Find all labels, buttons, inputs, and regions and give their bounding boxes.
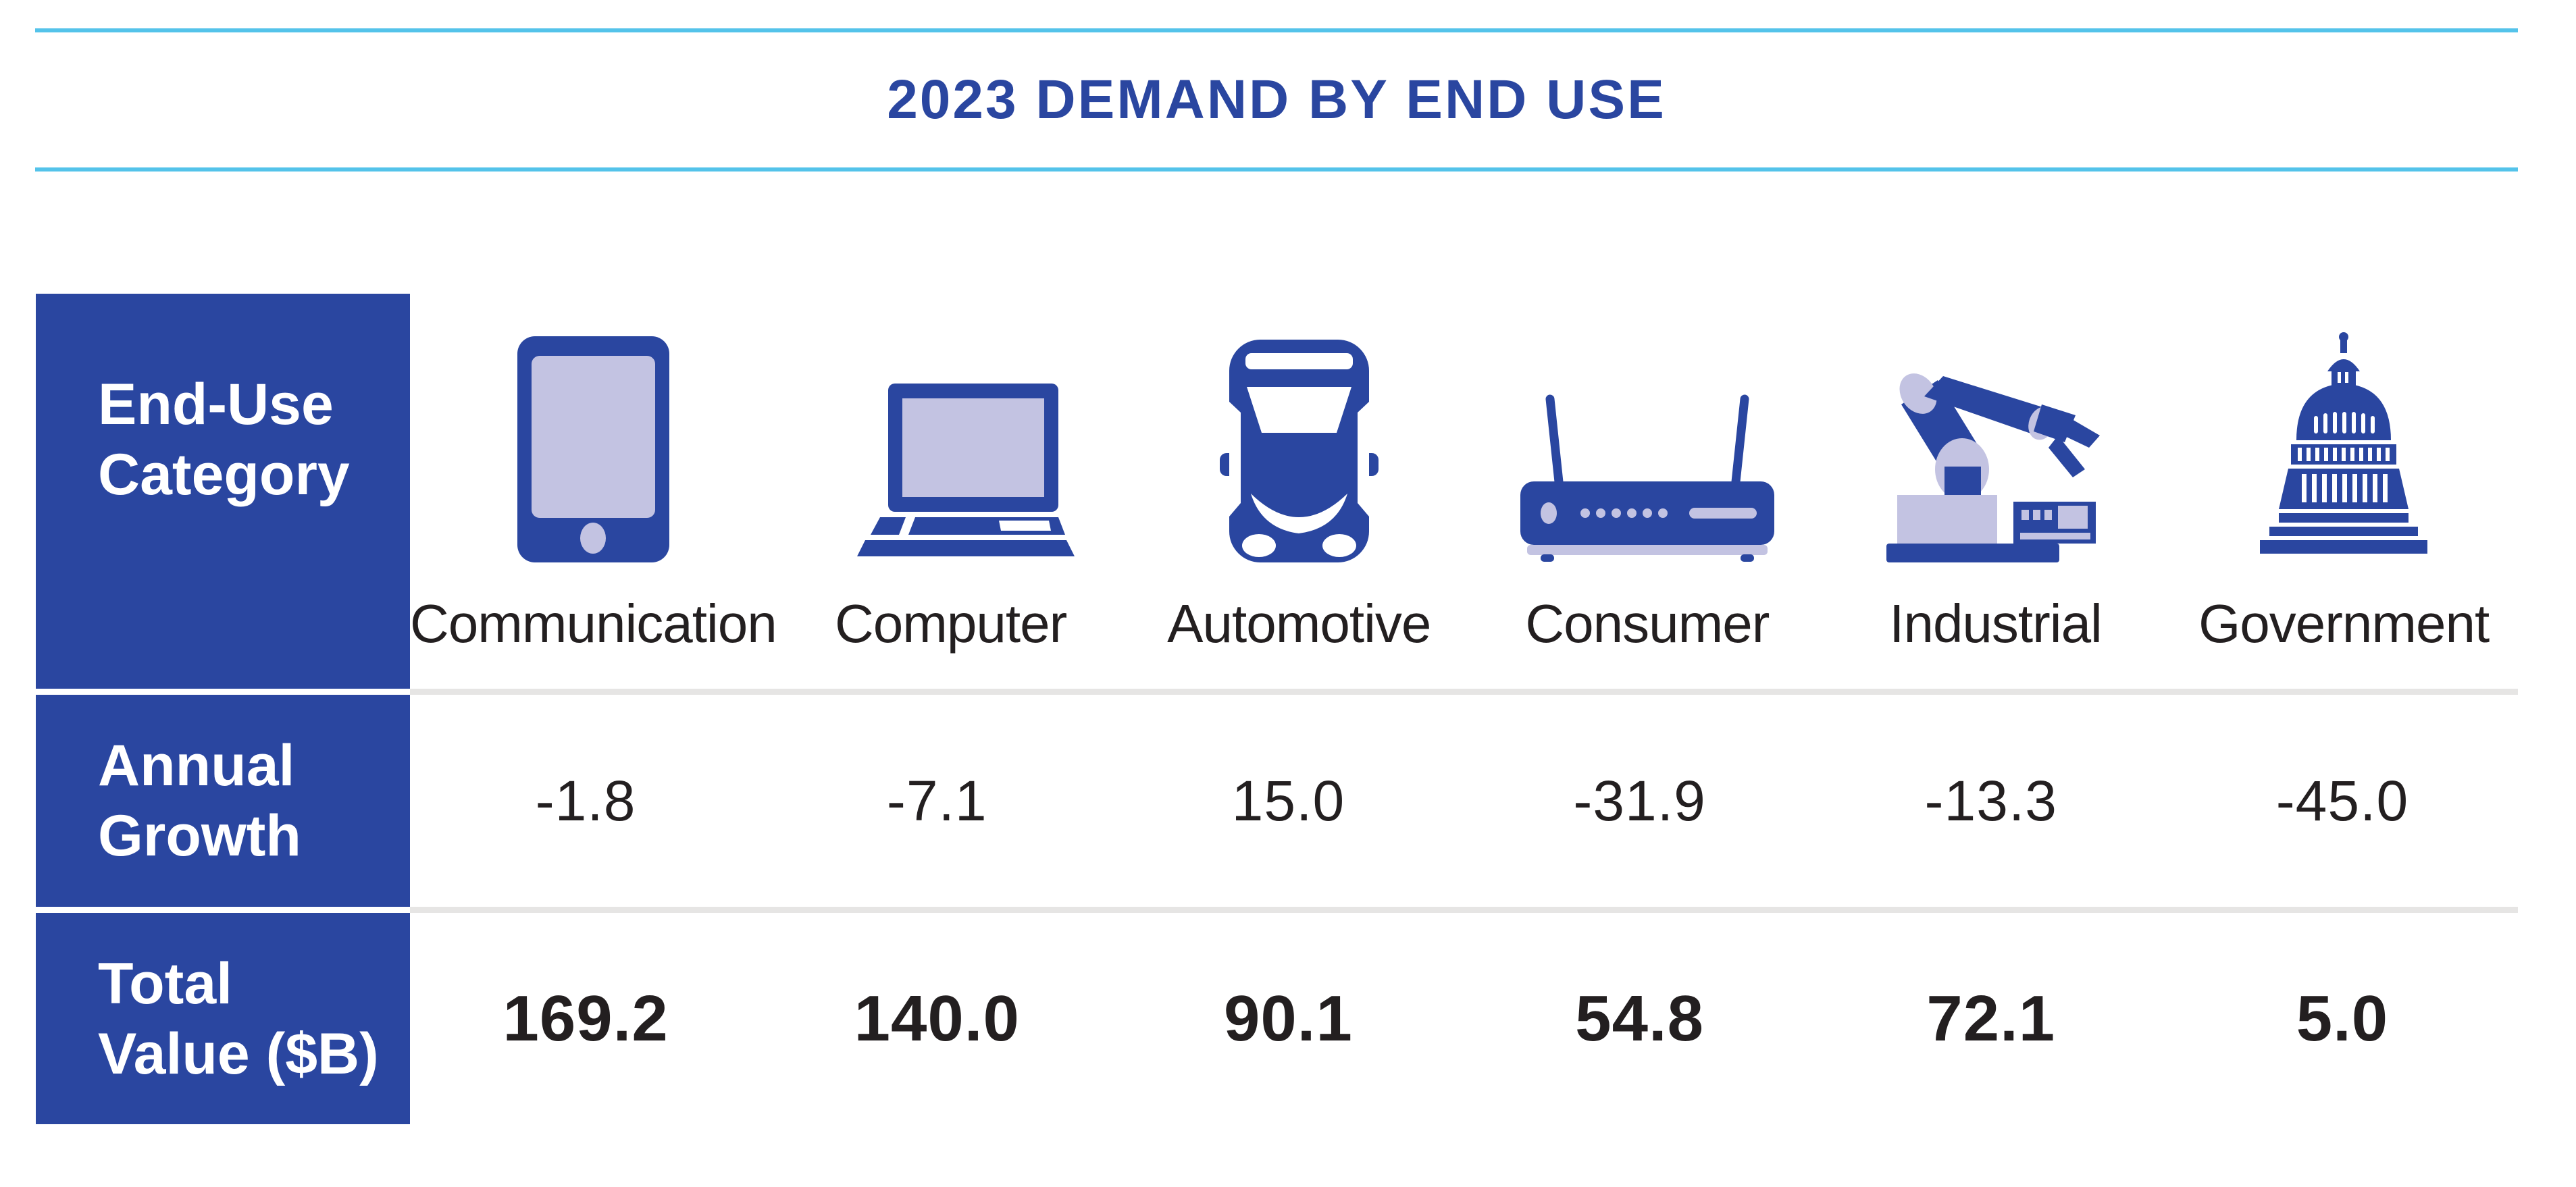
smartphone-icon [517, 336, 669, 562]
row-header-category: End-Use Category [36, 294, 410, 689]
total-value: 54.8 [1575, 982, 1705, 1055]
total-value: 169.2 [503, 982, 669, 1055]
annual-growth-row: Annual Growth -1.8 -7.1 15.0 -31.9 -13.3… [36, 695, 2518, 907]
row-header-value-line2: Value ($B) [98, 1021, 379, 1086]
category-row: End-Use Category Communication Computer [36, 294, 2518, 689]
total-value: 72.1 [1926, 982, 2056, 1055]
annual-growth-value: 15.0 [1231, 768, 1345, 833]
annual-growth-value: -31.9 [1573, 768, 1706, 833]
row-header-category-line2: Category [98, 442, 350, 507]
router-icon [1512, 394, 1782, 562]
category-cell: Automotive [1125, 294, 1473, 689]
total-value: 5.0 [2296, 982, 2389, 1055]
category-cell: Government [2169, 294, 2518, 689]
car-icon [1219, 340, 1379, 562]
category-cell: Industrial [1822, 294, 2170, 689]
row-separator-2 [36, 907, 2518, 913]
row-header-growth: Annual Growth [36, 695, 410, 907]
demand-table: End-Use Category Communication Computer [36, 294, 2518, 1124]
annual-growth-value: -7.1 [886, 768, 987, 833]
category-label: Industrial [1889, 594, 2103, 654]
total-value: 140.0 [854, 982, 1020, 1055]
title-band: 2023 DEMAND BY END USE [35, 32, 2518, 167]
row-separator-1 [36, 689, 2518, 695]
annual-growth-value: -45.0 [2275, 768, 2409, 833]
category-label: Computer [834, 594, 1067, 654]
category-label: Government [2198, 594, 2490, 654]
total-value: 90.1 [1224, 982, 1353, 1055]
category-label: Automotive [1167, 594, 1431, 654]
annual-growth-value: -13.3 [1924, 768, 2057, 833]
top-divider [35, 28, 2518, 32]
row-header-growth-line2: Growth [98, 803, 301, 868]
total-value-row: Total Value ($B) 169.2 140.0 90.1 54.8 7… [36, 913, 2518, 1124]
laptop-icon [826, 384, 1076, 562]
title-divider [35, 167, 2518, 172]
row-header-value: Total Value ($B) [36, 913, 410, 1124]
row-header-category-line1: End-Use [98, 372, 334, 437]
robot-arm-icon [1881, 367, 2111, 562]
capitol-icon [2249, 329, 2438, 562]
category-cell: Communication [410, 294, 777, 689]
category-label: Communication [410, 594, 777, 654]
annual-growth-value: -1.8 [535, 768, 636, 833]
row-header-growth-line1: Annual [98, 733, 295, 798]
category-label: Consumer [1525, 594, 1770, 654]
page-title: 2023 DEMAND BY END USE [887, 69, 1666, 130]
category-cell: Computer [777, 294, 1125, 689]
category-cell: Consumer [1473, 294, 1822, 689]
row-header-value-line1: Total [98, 951, 233, 1016]
